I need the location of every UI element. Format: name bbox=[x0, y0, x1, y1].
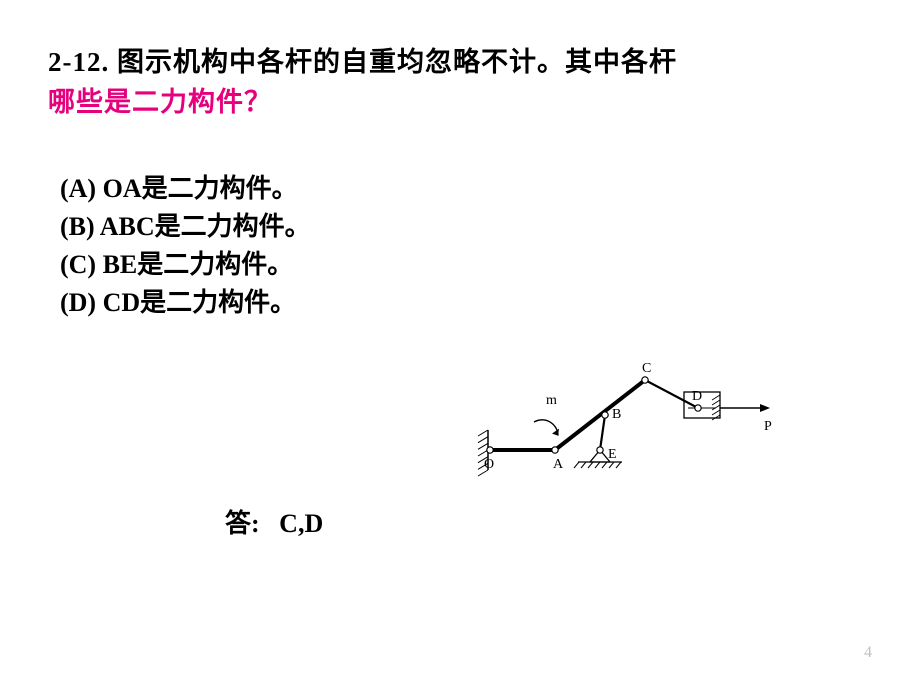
option-d: (D) CD是二力构件。 bbox=[60, 284, 311, 322]
answer-line: 答: C,D bbox=[225, 503, 323, 540]
question-line-2: 哪些是二力构件？ bbox=[48, 80, 272, 119]
svg-text:E: E bbox=[608, 447, 617, 462]
svg-text:A: A bbox=[553, 457, 564, 472]
svg-text:O: O bbox=[484, 457, 494, 472]
option-b: (B) ABC是二力构件。 bbox=[60, 208, 311, 246]
answer-label: 答: bbox=[225, 509, 260, 538]
svg-text:m: m bbox=[546, 393, 557, 408]
question-line-1: 2-12. 图示机构中各杆的自重均忽略不计。其中各杆 bbox=[48, 40, 677, 79]
svg-text:P: P bbox=[764, 419, 772, 434]
options-block: (A) OA是二力构件。 (B) ABC是二力构件。 (C) BE是二力构件。 … bbox=[60, 170, 311, 322]
svg-text:D: D bbox=[692, 389, 702, 404]
option-c: (C) BE是二力构件。 bbox=[60, 246, 311, 284]
mechanism-diagram: O A E B C Dm P bbox=[450, 350, 780, 480]
slide-page: 2-12. 图示机构中各杆的自重均忽略不计。其中各杆 哪些是二力构件？ (A) … bbox=[0, 0, 920, 690]
option-a: (A) OA是二力构件。 bbox=[60, 170, 311, 208]
page-number: 4 bbox=[864, 644, 872, 662]
svg-text:C: C bbox=[642, 361, 651, 376]
svg-text:B: B bbox=[612, 407, 621, 422]
answer-value: C,D bbox=[279, 509, 323, 538]
